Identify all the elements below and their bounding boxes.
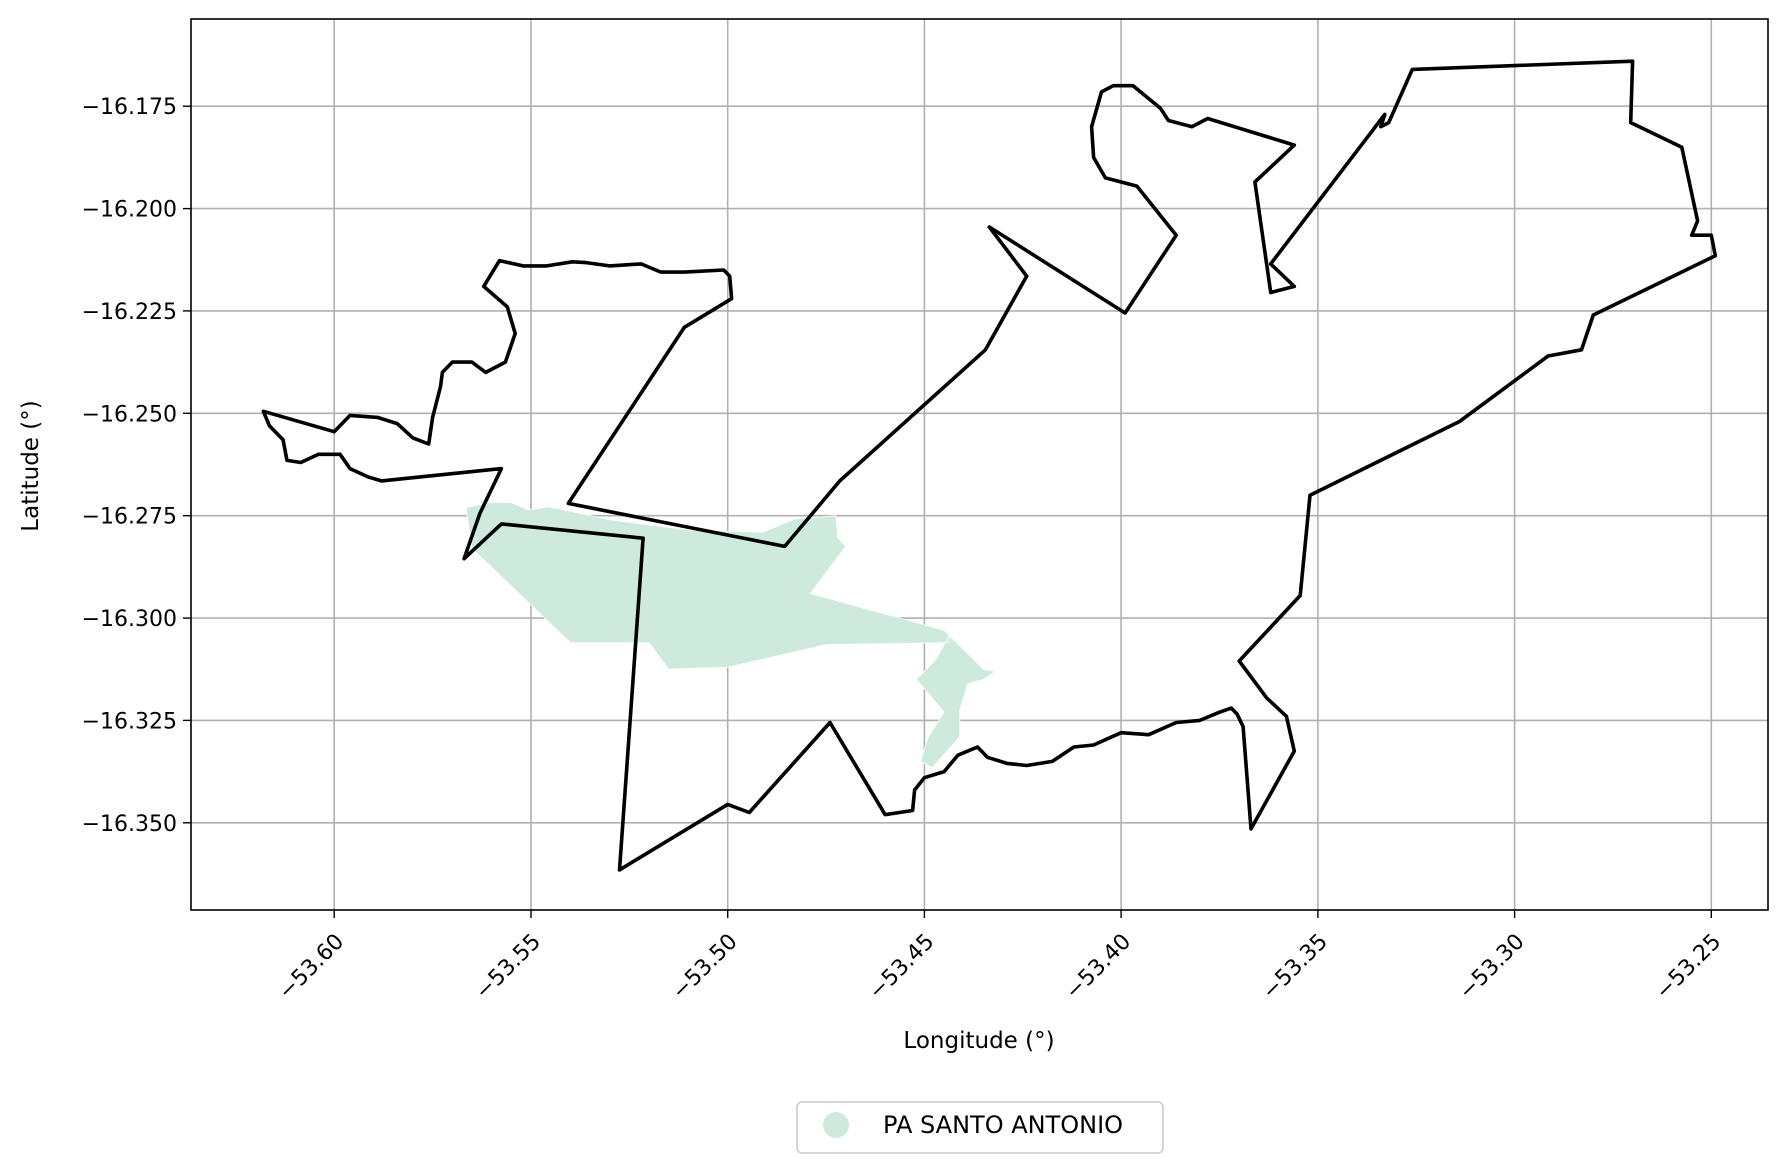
- grid-lines: [191, 19, 1768, 910]
- legend-label-pa-santo-antonio: PA SANTO ANTONIO: [883, 1111, 1123, 1139]
- y-tick-label: −16.250: [82, 402, 177, 427]
- y-tick-label: −16.225: [82, 300, 177, 325]
- y-tick-label: −16.275: [82, 505, 177, 530]
- x-tick-label: −53.35: [1258, 929, 1333, 1004]
- y-axis-label: Latitude (°): [18, 400, 44, 531]
- x-axis-ticks: −53.60 −53.55 −53.50 −53.45 −53.40 −53.35 −53.…: [274, 910, 1726, 1005]
- legend-swatch-pa-santo-antonio: [823, 1112, 849, 1138]
- x-tick-label: −53.55: [471, 929, 546, 1004]
- municipal-boundary-outline: [261, 59, 1718, 872]
- y-tick-label: −16.175: [82, 95, 177, 120]
- y-tick-label: −16.300: [82, 607, 177, 632]
- y-axis-ticks: −16.175 −16.200 −16.225 −16.250 −16.275 −16.3…: [82, 95, 191, 837]
- x-tick-label: −53.60: [274, 929, 349, 1004]
- y-tick-label: −16.350: [82, 812, 177, 837]
- pa-santo-antonio-area: [465, 501, 997, 768]
- legend-frame: [796, 1101, 1164, 1154]
- y-tick-label: −16.200: [82, 198, 177, 223]
- x-tick-label: −53.40: [1061, 929, 1136, 1004]
- x-tick-label: −53.50: [667, 929, 742, 1004]
- x-tick-label: −53.45: [864, 929, 939, 1004]
- y-tick-label: −16.325: [82, 709, 177, 734]
- x-axis-label: Longitude (°): [903, 1028, 1054, 1054]
- plot-frame: [190, 18, 1769, 911]
- x-tick-label: −53.30: [1454, 929, 1529, 1004]
- x-tick-label: −53.25: [1651, 929, 1726, 1004]
- legend: PA SANTO ANTONIO: [796, 1101, 1164, 1154]
